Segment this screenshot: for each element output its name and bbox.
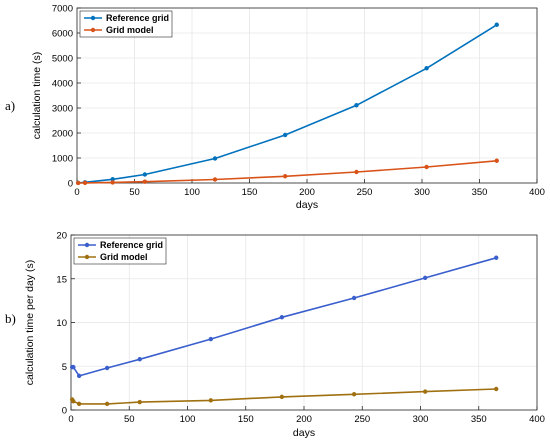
legend-label: Reference grid — [106, 13, 169, 23]
data-point — [351, 392, 357, 397]
data-point — [137, 357, 142, 362]
y-tick-label: 0 — [68, 179, 73, 190]
y-tick-label: 6000 — [52, 29, 73, 40]
series-line-2 — [71, 388, 497, 405]
panel-label: a) — [5, 98, 15, 113]
panel-label: b) — [5, 311, 16, 326]
y-tick-label: 7000 — [52, 4, 73, 15]
data-point — [279, 315, 285, 320]
data-point — [282, 132, 288, 138]
data-point — [212, 177, 218, 182]
x-tick-label: 350 — [472, 187, 488, 198]
data-point — [422, 389, 428, 394]
x-tick-label: 200 — [296, 414, 312, 425]
data-point — [351, 295, 357, 301]
x-axis-label: days — [293, 427, 315, 439]
data-point — [76, 401, 82, 407]
y-tick-label: 5000 — [52, 54, 73, 65]
x-tick-label: 300 — [413, 414, 429, 425]
x-tick-label: 0 — [68, 414, 73, 425]
data-point — [494, 255, 499, 260]
y-tick-label: 5 — [62, 362, 67, 373]
data-point — [71, 399, 76, 404]
data-point — [422, 275, 428, 281]
x-tick-label: 250 — [354, 414, 370, 425]
data-point — [137, 399, 142, 405]
legend-box — [79, 10, 173, 38]
data-point — [75, 180, 81, 186]
data-point — [104, 365, 110, 371]
legend-label: Grid model — [100, 252, 148, 262]
y-tick-label: 0 — [62, 406, 67, 417]
legend-label: Reference grid — [100, 240, 163, 250]
x-tick-label: 50 — [129, 187, 140, 198]
x-tick-label: 0 — [74, 187, 79, 198]
data-point — [424, 164, 429, 170]
x-tick-label: 400 — [529, 187, 545, 198]
legend-marker — [84, 242, 90, 248]
chart-b: 0 50 100 150 200 250 300 350 400 0 5 10 15 20 days calc… — [5, 231, 545, 440]
data-point — [110, 177, 115, 182]
data-point — [354, 169, 359, 175]
y-tick-label: 15 — [56, 274, 67, 285]
data-point — [424, 66, 429, 71]
legend-box — [73, 237, 167, 265]
x-tick-label: 100 — [180, 414, 196, 425]
legend-marker — [84, 254, 90, 260]
y-axis-label: calculation time per day (s) — [24, 260, 36, 385]
data-point — [76, 373, 82, 379]
data-point — [71, 364, 76, 370]
x-tick-label: 200 — [299, 187, 315, 198]
data-point — [142, 179, 148, 184]
x-tick-label: 150 — [238, 414, 254, 425]
x-axis-label: days — [296, 199, 318, 211]
data-point — [110, 180, 115, 185]
x-tick-label: 350 — [471, 414, 487, 425]
data-point — [279, 394, 285, 400]
legend-marker — [90, 15, 96, 21]
data-point — [104, 401, 110, 407]
x-tick-label: 250 — [357, 187, 373, 198]
y-tick-label: 10 — [56, 318, 67, 329]
data-point — [208, 336, 213, 342]
data-point — [354, 103, 359, 108]
y-tick-label: 4000 — [52, 79, 73, 90]
data-point — [282, 174, 288, 179]
data-point — [494, 22, 499, 27]
data-point — [142, 172, 148, 177]
chart-a: 0 50 100 150 200 250 300 350 4000100020003000400… — [5, 4, 545, 212]
y-tick-label: 2000 — [52, 129, 73, 140]
x-tick-label: 300 — [414, 187, 430, 198]
x-tick-label: 100 — [184, 187, 200, 198]
data-point — [82, 180, 88, 186]
series-line-1 — [72, 257, 497, 377]
legend-label: Grid model — [106, 25, 154, 35]
y-axis-label: calculation time (s) — [31, 52, 43, 140]
data-point — [494, 386, 499, 392]
data-point — [212, 156, 218, 161]
y-tick-label: 1000 — [52, 154, 73, 165]
x-tick-label: 400 — [529, 414, 545, 425]
x-tick-label: 150 — [242, 187, 258, 198]
legend-marker — [90, 27, 96, 33]
data-point — [208, 398, 213, 403]
x-tick-label: 50 — [124, 414, 135, 425]
data-point — [494, 158, 499, 163]
y-tick-label: 3000 — [52, 104, 73, 115]
y-tick-label: 20 — [56, 231, 67, 242]
